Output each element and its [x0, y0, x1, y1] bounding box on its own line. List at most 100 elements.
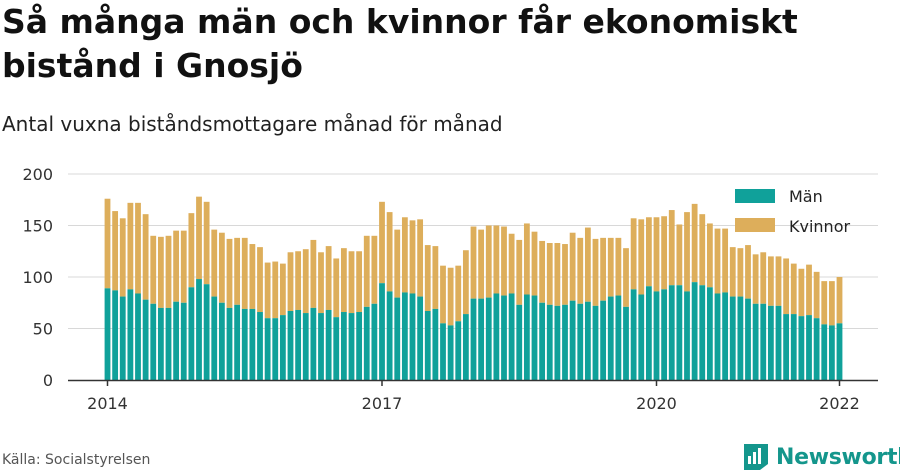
- newsworthy-logo-icon: [744, 444, 768, 470]
- bar-man: [394, 297, 401, 380]
- bar-man: [340, 312, 347, 380]
- bar-man: [478, 298, 485, 380]
- bar-kvinnor: [165, 235, 172, 308]
- bar-man: [546, 304, 553, 380]
- bar-kvinnor: [196, 196, 202, 280]
- bar-kvinnor: [455, 265, 462, 322]
- bar-kvinnor: [569, 232, 576, 301]
- bar-kvinnor: [234, 237, 241, 305]
- bar-kvinnor: [218, 232, 225, 303]
- bar-kvinnor: [279, 263, 286, 316]
- bar-man: [257, 312, 263, 380]
- bar-man: [455, 321, 462, 380]
- bar-man: [562, 304, 568, 380]
- bar-kvinnor: [432, 246, 439, 309]
- bar-kvinnor: [318, 252, 324, 314]
- bar-kvinnor: [615, 237, 622, 296]
- bar-man: [775, 305, 782, 380]
- bar-man: [119, 296, 126, 380]
- bar-kvinnor: [409, 220, 416, 294]
- bar-man: [447, 325, 454, 380]
- bar-man: [813, 318, 820, 380]
- bar-man: [279, 315, 286, 380]
- bar-man: [386, 291, 393, 380]
- bar-kvinnor: [295, 251, 302, 310]
- bar-kvinnor: [127, 202, 134, 290]
- bar-man: [699, 285, 706, 380]
- bar-kvinnor: [722, 228, 729, 293]
- bar-kvinnor: [447, 267, 454, 326]
- legend-swatch-man: [735, 189, 775, 203]
- bar-man: [302, 313, 309, 380]
- bar-man: [325, 309, 332, 380]
- bar-kvinnor: [287, 252, 294, 311]
- bar-kvinnor: [767, 256, 774, 306]
- bar-man: [165, 307, 172, 380]
- bar-man: [180, 302, 187, 380]
- bar-man: [272, 318, 279, 380]
- x-tick-label: 2020: [636, 394, 677, 413]
- bar-man: [226, 307, 233, 380]
- bar-kvinnor: [752, 254, 759, 304]
- bar-man: [142, 299, 149, 380]
- bar-man: [828, 325, 835, 380]
- legend-label-kvinnor: Kvinnor: [789, 217, 850, 236]
- bar-man: [798, 316, 805, 380]
- bar-man: [135, 293, 141, 380]
- bar-man: [508, 293, 515, 380]
- bar-kvinnor: [157, 236, 164, 308]
- bar-man: [623, 306, 629, 380]
- x-tick-label: 2022: [819, 394, 860, 413]
- y-tick-label: 150: [22, 217, 53, 236]
- bar-kvinnor: [226, 238, 233, 308]
- bar-kvinnor: [653, 217, 660, 292]
- bar-man: [150, 303, 157, 380]
- bar-man: [661, 289, 668, 380]
- bar-kvinnor: [821, 281, 828, 325]
- bar-kvinnor: [539, 240, 546, 303]
- bar-kvinnor: [623, 248, 629, 307]
- bar-man: [691, 282, 698, 380]
- bar-kvinnor: [577, 237, 584, 304]
- bar-man: [767, 305, 774, 380]
- bar-man: [211, 296, 218, 380]
- bar-man: [737, 296, 744, 380]
- bar-man: [806, 315, 812, 380]
- bar-kvinnor: [546, 243, 553, 305]
- bar-man: [371, 303, 378, 380]
- bar-man: [470, 298, 477, 380]
- bar-man: [752, 303, 759, 380]
- bar-kvinnor: [523, 223, 530, 295]
- bar-man: [668, 285, 675, 380]
- x-tick-label: 2017: [362, 394, 403, 413]
- bar-kvinnor: [150, 235, 157, 304]
- bar-man: [714, 293, 721, 380]
- bar-man: [363, 306, 370, 380]
- bar-kvinnor: [379, 201, 385, 284]
- bar-kvinnor: [729, 247, 736, 297]
- y-tick-label: 100: [22, 268, 53, 287]
- bar-kvinnor: [760, 252, 767, 304]
- bar-kvinnor: [401, 217, 408, 293]
- bar-man: [249, 308, 256, 380]
- bar-man: [493, 293, 500, 380]
- bar-man: [295, 309, 302, 380]
- bar-man: [745, 298, 751, 380]
- bar-kvinnor: [249, 244, 256, 309]
- bar-man: [196, 279, 202, 380]
- bar-man: [790, 314, 797, 380]
- bar-man: [577, 303, 584, 380]
- bar-man: [157, 307, 164, 380]
- bar-kvinnor: [257, 247, 263, 313]
- bar-kvinnor: [828, 281, 835, 326]
- bar-chart: 0 50 100 150 200 2014 2017 2020 2022 Män Kvinnor: [22, 165, 878, 413]
- bar-kvinnor: [668, 210, 675, 286]
- bar-kvinnor: [493, 225, 500, 294]
- bar-kvinnor: [478, 229, 485, 299]
- bar-kvinnor: [508, 233, 515, 294]
- bar-man: [401, 292, 408, 380]
- bar-man: [218, 302, 225, 380]
- bar-kvinnor: [813, 271, 820, 319]
- bar-kvinnor: [600, 237, 607, 301]
- bar-kvinnor: [638, 219, 645, 295]
